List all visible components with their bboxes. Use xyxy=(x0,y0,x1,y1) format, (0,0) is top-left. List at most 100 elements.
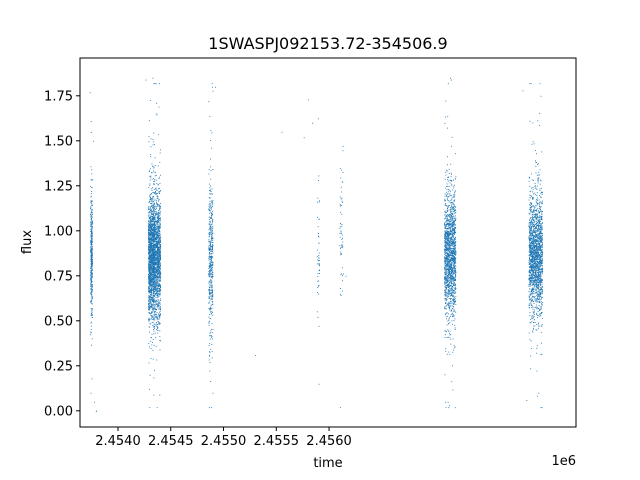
data-point xyxy=(150,243,152,245)
data-point xyxy=(149,270,151,272)
data-point xyxy=(211,237,213,239)
data-point xyxy=(447,218,448,220)
data-point xyxy=(157,256,159,258)
data-point xyxy=(91,308,93,310)
data-point xyxy=(451,292,453,294)
data-point xyxy=(210,308,212,310)
data-point xyxy=(454,248,456,250)
data-point xyxy=(149,195,150,197)
data-point xyxy=(209,335,211,337)
data-point xyxy=(210,256,212,258)
data-point xyxy=(153,286,155,288)
data-point xyxy=(449,292,451,294)
data-point xyxy=(91,237,93,239)
data-point xyxy=(446,293,448,295)
data-point xyxy=(154,285,155,287)
data-point xyxy=(153,224,155,226)
data-point xyxy=(212,252,214,254)
data-point xyxy=(154,245,156,247)
data-point xyxy=(444,274,446,276)
data-point xyxy=(148,259,150,261)
data-point xyxy=(454,283,456,285)
data-point xyxy=(454,225,456,227)
data-point xyxy=(449,221,451,223)
data-point xyxy=(149,274,151,276)
data-point xyxy=(454,249,456,251)
data-point xyxy=(150,220,152,222)
data-point xyxy=(155,239,157,241)
data-point xyxy=(451,229,453,231)
data-point xyxy=(453,253,455,255)
data-point xyxy=(208,290,210,292)
data-point xyxy=(150,262,152,264)
data-point xyxy=(155,315,157,317)
data-point xyxy=(150,285,152,287)
data-point xyxy=(452,285,454,287)
data-point xyxy=(149,264,151,265)
data-point xyxy=(445,246,447,248)
data-point xyxy=(153,330,155,332)
data-point xyxy=(151,247,153,249)
data-point xyxy=(151,311,153,313)
data-point xyxy=(158,243,160,245)
data-point xyxy=(447,156,449,158)
data-point xyxy=(210,207,212,209)
data-point xyxy=(454,241,455,243)
data-point xyxy=(150,265,152,267)
data-point xyxy=(148,317,150,319)
data-point xyxy=(155,250,156,252)
data-point xyxy=(208,256,210,258)
data-point xyxy=(158,134,160,136)
data-point xyxy=(148,306,150,308)
data-point xyxy=(151,287,153,289)
data-point xyxy=(447,291,449,293)
data-point xyxy=(450,239,451,241)
data-point xyxy=(449,273,450,275)
data-point xyxy=(449,230,451,232)
data-point xyxy=(149,266,151,268)
data-point xyxy=(155,276,157,278)
data-point xyxy=(152,310,154,312)
data-point xyxy=(208,219,210,221)
data-point xyxy=(211,249,213,250)
data-point xyxy=(151,281,153,282)
data-point xyxy=(92,254,93,256)
data-point xyxy=(159,191,161,192)
data-point xyxy=(152,236,154,238)
data-point xyxy=(153,279,155,281)
data-point xyxy=(159,291,161,293)
data-point xyxy=(444,289,445,291)
data-point xyxy=(451,270,453,272)
data-point xyxy=(159,249,161,251)
data-point xyxy=(212,302,214,304)
data-point xyxy=(317,118,319,120)
data-point xyxy=(445,334,447,336)
data-point xyxy=(157,222,158,224)
data-point xyxy=(150,274,152,276)
data-point xyxy=(448,245,450,247)
data-point xyxy=(148,220,150,222)
data-point xyxy=(156,282,158,284)
data-point xyxy=(446,286,447,288)
data-point xyxy=(454,210,455,212)
data-point xyxy=(453,196,455,198)
data-point xyxy=(158,268,160,270)
data-point xyxy=(158,265,160,267)
data-point xyxy=(158,270,160,272)
data-point xyxy=(91,309,93,311)
data-point xyxy=(453,300,455,302)
data-point xyxy=(150,228,152,230)
data-point xyxy=(446,218,448,220)
data-point xyxy=(90,303,92,305)
data-point xyxy=(152,263,154,265)
data-point xyxy=(444,299,446,301)
data-point xyxy=(211,256,212,258)
data-point xyxy=(445,264,447,266)
data-point xyxy=(445,299,447,301)
data-point xyxy=(158,313,160,315)
data-point xyxy=(151,264,153,266)
data-point xyxy=(156,236,157,238)
data-point xyxy=(446,257,448,259)
data-point xyxy=(153,256,155,258)
data-point xyxy=(152,178,154,179)
